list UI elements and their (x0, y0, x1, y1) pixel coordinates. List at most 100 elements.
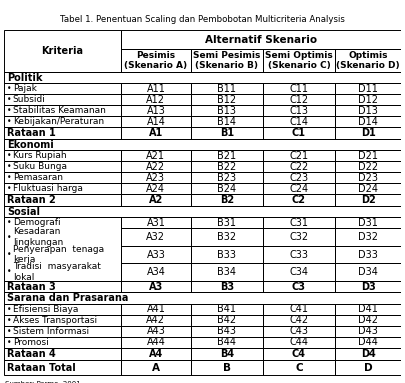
Text: Pesimis
(Skenario A): Pesimis (Skenario A) (124, 51, 188, 70)
Text: D2: D2 (360, 195, 375, 205)
Text: D24: D24 (358, 184, 378, 194)
Bar (121, 183, 191, 195)
Bar (121, 116, 191, 127)
Bar (4, 183, 121, 195)
Text: D21: D21 (358, 151, 378, 161)
Text: •: • (7, 173, 12, 182)
Text: D: D (364, 363, 372, 373)
Bar (191, 127, 263, 139)
Text: C33: C33 (290, 249, 309, 260)
Bar (121, 161, 191, 172)
Bar (121, 105, 191, 116)
Text: Efisiensi Biaya: Efisiensi Biaya (13, 304, 78, 314)
Bar (263, 150, 335, 161)
Text: Tradisi  masyarakat
lokal: Tradisi masyarakat lokal (13, 262, 101, 282)
Text: A: A (152, 363, 160, 373)
Text: B44: B44 (217, 337, 236, 347)
Text: A12: A12 (146, 95, 165, 105)
Bar (335, 161, 401, 172)
Bar (191, 314, 263, 326)
Text: Sarana dan Prasarana: Sarana dan Prasarana (7, 293, 128, 303)
Text: Kriteria: Kriteria (42, 46, 83, 56)
Bar (4, 337, 121, 348)
Text: •: • (7, 84, 12, 93)
Bar (263, 105, 335, 116)
Text: B11: B11 (217, 83, 236, 93)
Text: A33: A33 (147, 249, 165, 260)
Text: C32: C32 (290, 232, 309, 242)
Bar (4, 281, 121, 293)
Bar (263, 127, 335, 139)
Bar (121, 127, 191, 139)
Text: Rataan Total: Rataan Total (7, 363, 76, 373)
Bar (335, 281, 401, 293)
Text: C44: C44 (290, 337, 309, 347)
Text: A4: A4 (149, 349, 163, 359)
Bar (335, 360, 401, 375)
Text: Rataan 3: Rataan 3 (7, 282, 55, 291)
Bar (121, 263, 191, 281)
Text: Rataan 4: Rataan 4 (7, 349, 55, 359)
Text: Ekonomi: Ekonomi (7, 140, 53, 150)
Text: Stabilitas Keamanan: Stabilitas Keamanan (13, 106, 106, 115)
Text: Rataan 2: Rataan 2 (7, 195, 55, 205)
Text: D31: D31 (358, 218, 378, 228)
Text: Kurs Rupiah: Kurs Rupiah (13, 151, 66, 160)
Text: •: • (7, 185, 12, 193)
Bar (263, 83, 335, 94)
Text: B33: B33 (217, 249, 236, 260)
Text: D33: D33 (358, 249, 378, 260)
Bar (191, 150, 263, 161)
Bar (191, 105, 263, 116)
Text: •: • (7, 316, 12, 325)
Text: C1: C1 (292, 128, 306, 138)
Text: A1: A1 (149, 128, 163, 138)
Text: Sosial: Sosial (7, 207, 40, 217)
Text: C22: C22 (289, 162, 309, 172)
Bar (4, 172, 121, 183)
Bar (191, 303, 263, 314)
Bar (263, 326, 335, 337)
Text: B34: B34 (217, 267, 236, 277)
Bar (335, 263, 401, 281)
Text: A32: A32 (146, 232, 165, 242)
Bar (335, 246, 401, 263)
Text: Sumber: Parmo, 2001: Sumber: Parmo, 2001 (5, 381, 81, 383)
Bar (335, 150, 401, 161)
Text: C24: C24 (290, 184, 309, 194)
Text: C13: C13 (290, 106, 309, 116)
Bar (263, 337, 335, 348)
Bar (263, 218, 335, 228)
Text: B: B (223, 363, 231, 373)
Bar (191, 218, 263, 228)
Bar (335, 172, 401, 183)
Text: A31: A31 (147, 218, 165, 228)
Bar (191, 94, 263, 105)
Bar (263, 314, 335, 326)
Text: B4: B4 (220, 349, 234, 359)
Text: A3: A3 (149, 282, 163, 291)
Text: D4: D4 (360, 349, 375, 359)
Text: A2: A2 (149, 195, 163, 205)
Text: B2: B2 (220, 195, 234, 205)
Bar (263, 281, 335, 293)
Bar (263, 228, 335, 246)
Text: B42: B42 (217, 315, 236, 325)
Text: D22: D22 (358, 162, 378, 172)
Text: C43: C43 (290, 326, 309, 336)
Text: C34: C34 (290, 267, 309, 277)
Text: Politik: Politik (7, 72, 43, 82)
Bar (263, 116, 335, 127)
Text: D34: D34 (358, 267, 378, 277)
Bar (191, 263, 263, 281)
Text: •: • (7, 232, 12, 242)
Text: Demografi: Demografi (13, 218, 60, 228)
Text: A42: A42 (146, 315, 165, 325)
Bar (4, 326, 121, 337)
Bar (4, 150, 121, 161)
Bar (4, 127, 121, 139)
Text: D32: D32 (358, 232, 378, 242)
Bar (4, 72, 401, 83)
Bar (191, 161, 263, 172)
Text: Akses Transportasi: Akses Transportasi (13, 316, 97, 325)
